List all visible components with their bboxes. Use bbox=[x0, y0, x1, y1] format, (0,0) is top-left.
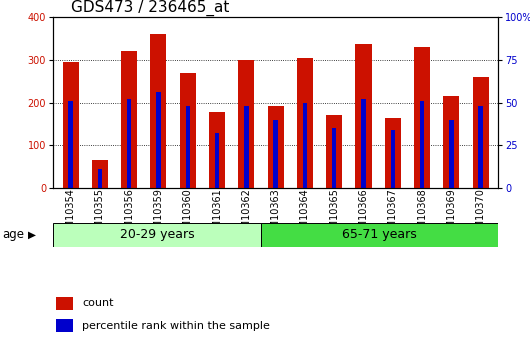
Bar bbox=[209, 112, 225, 188]
Bar bbox=[414, 47, 430, 188]
Text: percentile rank within the sample: percentile rank within the sample bbox=[82, 321, 270, 331]
Text: GSM10368: GSM10368 bbox=[417, 188, 427, 241]
Text: GSM10356: GSM10356 bbox=[124, 188, 134, 241]
Text: GSM10364: GSM10364 bbox=[300, 188, 310, 241]
Text: GSM10367: GSM10367 bbox=[388, 188, 398, 241]
Text: GSM10366: GSM10366 bbox=[358, 188, 368, 241]
Text: GSM10362: GSM10362 bbox=[241, 188, 251, 241]
Bar bbox=[98, 169, 102, 188]
Bar bbox=[244, 106, 249, 188]
Bar bbox=[391, 130, 395, 188]
Text: GSM10354: GSM10354 bbox=[66, 188, 76, 241]
Bar bbox=[186, 106, 190, 188]
Bar bbox=[332, 128, 337, 188]
Bar bbox=[420, 101, 424, 188]
Bar bbox=[385, 118, 401, 188]
Bar bbox=[297, 58, 313, 188]
Bar bbox=[449, 120, 454, 188]
Bar bbox=[68, 101, 73, 188]
Text: GSM10363: GSM10363 bbox=[271, 188, 280, 241]
Bar bbox=[356, 44, 372, 188]
Bar bbox=[151, 34, 166, 188]
Text: GSM10369: GSM10369 bbox=[446, 188, 456, 241]
Text: GSM10360: GSM10360 bbox=[183, 188, 193, 241]
Text: GDS473 / 236465_at: GDS473 / 236465_at bbox=[71, 0, 229, 16]
Bar bbox=[443, 96, 460, 188]
Bar bbox=[326, 116, 342, 188]
Bar bbox=[156, 92, 161, 188]
FancyBboxPatch shape bbox=[53, 223, 261, 247]
Text: GSM10365: GSM10365 bbox=[329, 188, 339, 241]
Text: GSM10355: GSM10355 bbox=[95, 188, 105, 241]
Bar bbox=[56, 319, 73, 332]
Bar bbox=[92, 160, 108, 188]
Text: age: age bbox=[3, 228, 25, 242]
Text: 65-71 years: 65-71 years bbox=[342, 228, 417, 242]
Bar bbox=[56, 297, 73, 309]
Text: count: count bbox=[82, 298, 113, 308]
Bar bbox=[180, 73, 196, 188]
Text: GSM10370: GSM10370 bbox=[475, 188, 485, 241]
Bar bbox=[63, 62, 78, 188]
Bar bbox=[268, 106, 284, 188]
Bar bbox=[473, 77, 489, 188]
Bar bbox=[121, 51, 137, 188]
Bar bbox=[361, 99, 366, 188]
Bar bbox=[273, 120, 278, 188]
Bar bbox=[303, 103, 307, 188]
FancyBboxPatch shape bbox=[261, 223, 498, 247]
Bar bbox=[127, 99, 131, 188]
Bar bbox=[215, 134, 219, 188]
Text: GSM10359: GSM10359 bbox=[154, 188, 163, 241]
Bar bbox=[238, 60, 254, 188]
Text: 20-29 years: 20-29 years bbox=[120, 228, 194, 242]
Bar bbox=[479, 106, 483, 188]
Text: ▶: ▶ bbox=[28, 230, 36, 240]
Text: GSM10361: GSM10361 bbox=[212, 188, 222, 241]
